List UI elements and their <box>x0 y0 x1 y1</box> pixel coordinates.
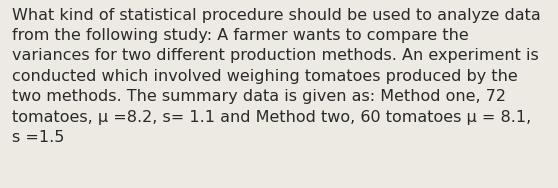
Text: What kind of statistical procedure should be used to analyze data
from the follo: What kind of statistical procedure shoul… <box>12 8 541 145</box>
